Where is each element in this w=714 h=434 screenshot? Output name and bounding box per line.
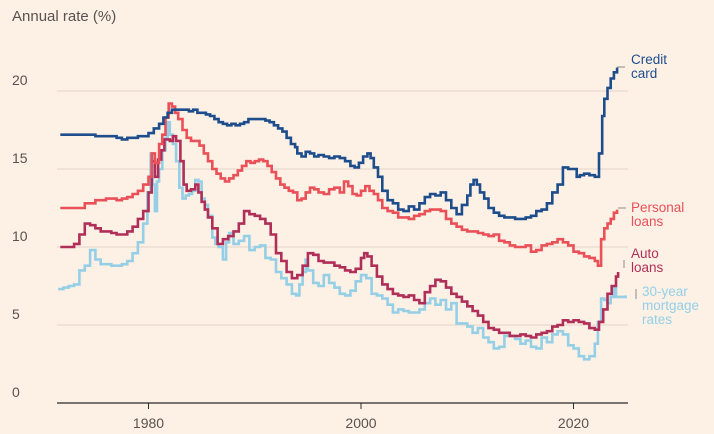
- series-line-credit-card: [60, 67, 619, 221]
- series-label-credit-card-1: card: [631, 66, 657, 81]
- x-tick-label-2000: 2000: [345, 415, 376, 431]
- series-label-personal-loans-1: loans: [631, 214, 664, 229]
- series-label-personal-loans-0: Personal: [631, 200, 684, 215]
- series-label-auto-loans-1: loans: [631, 260, 664, 275]
- x-tick-label-2020: 2020: [558, 415, 589, 431]
- x-axis: 1980 2000 2020: [133, 403, 589, 431]
- series-label-auto-loans-0: Auto: [631, 246, 659, 261]
- y-tick-label-10: 10: [12, 228, 28, 244]
- y-tick-label-0: 0: [12, 384, 20, 400]
- y-tick-label-5: 5: [12, 306, 20, 322]
- series-label-credit-card-0: Credit: [631, 52, 667, 67]
- series-label-30-year-mortgage-rates-1: mortgage: [642, 298, 699, 313]
- series-line-auto-loans: [60, 134, 620, 339]
- label-connectors: [617, 66, 637, 299]
- series-labels: 30-yearmortgageratesAutoloansPersonalloa…: [631, 52, 699, 327]
- x-tick-label-1980: 1980: [133, 415, 164, 431]
- series-line-30-year-mortgage-rates: [58, 120, 627, 361]
- y-axis-title: Annual rate (%): [12, 8, 116, 25]
- series-label-30-year-mortgage-rates-2: rates: [642, 312, 672, 327]
- series-lines: [58, 67, 627, 361]
- y-tick-label-15: 15: [12, 150, 28, 166]
- y-tick-label-20: 20: [12, 72, 28, 88]
- series-label-30-year-mortgage-rates-0: 30-year: [642, 284, 688, 299]
- series-line-personal-loans: [60, 102, 619, 267]
- y-tick-labels: 0 5 10 15 20: [12, 72, 28, 400]
